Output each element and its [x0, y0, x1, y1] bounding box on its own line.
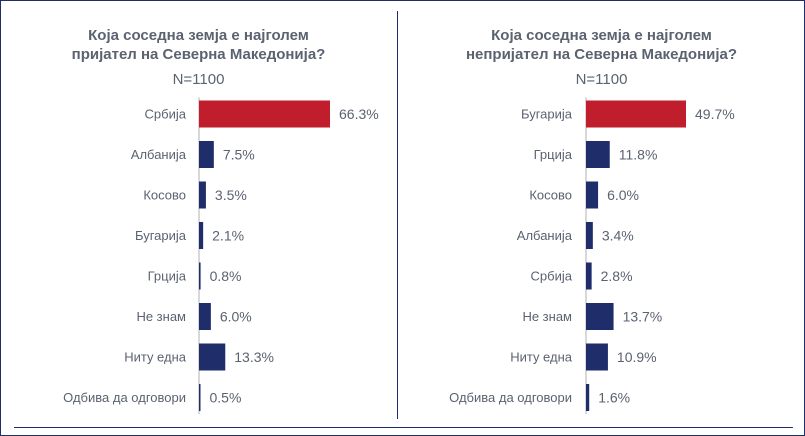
category-label: Србија	[531, 269, 573, 284]
friend-bar-chart: Србија 66.3% Албанија 7.5% Косово 3.5% Бугариј…	[63, 97, 379, 414]
value-label: 7.5%	[223, 147, 255, 163]
panel-divider	[397, 11, 398, 419]
value-label: 0.5%	[210, 390, 242, 406]
category-label: Ниту една	[510, 350, 573, 365]
bar	[199, 262, 201, 290]
category-label: Одбива да одговори	[63, 390, 186, 405]
category-label: Грција	[148, 269, 187, 284]
bar	[199, 343, 226, 371]
value-label: 11.8%	[619, 147, 658, 163]
value-label: 13.3%	[234, 349, 274, 365]
bar	[586, 262, 592, 290]
value-label: 0.8%	[210, 268, 242, 284]
bar	[199, 100, 330, 128]
category-label: Не знам	[522, 309, 572, 324]
value-label: 66.3%	[339, 106, 379, 122]
value-label: 13.7%	[623, 309, 663, 325]
chart-subtitle: N=1100	[172, 71, 225, 88]
category-label: Ниту една	[124, 350, 187, 365]
category-label: Косово	[143, 188, 186, 203]
category-label: Бугарија	[521, 107, 573, 122]
friend-chart-panel: Која соседна земја е најголем пријател н…	[0, 0, 397, 436]
value-label: 2.8%	[601, 268, 633, 284]
value-label: 1.6%	[598, 390, 630, 406]
bar	[199, 303, 211, 330]
value-label: 3.5%	[215, 187, 247, 203]
category-label: Бугарија	[135, 228, 187, 243]
chart-title: Која соседна земја е најголем пријател н…	[0, 26, 397, 64]
bar	[586, 222, 593, 249]
chart-title: Која соседна земја е најголем непријател…	[398, 26, 805, 64]
value-label: 6.0%	[607, 187, 639, 203]
bar	[199, 141, 214, 168]
category-label: Грција	[534, 147, 573, 162]
bar	[586, 303, 614, 330]
bar	[586, 343, 608, 371]
category-label: Одбива да одговори	[449, 390, 572, 405]
value-label: 6.0%	[220, 309, 252, 325]
category-label: Албанија	[131, 147, 187, 162]
bar	[199, 384, 201, 411]
chart-title-line-1: Која соседна земја е најголем	[491, 27, 712, 44]
bottom-rule	[14, 427, 793, 428]
chart-title-line-2: непријател на Северна Македонија?	[465, 46, 738, 63]
enemy-bar-chart: Бугарија 49.7% Грција 11.8% Косово 6.0% Албани…	[449, 97, 735, 414]
chart-title-line-1: Која соседна земја е најголем	[88, 27, 309, 44]
chart-subtitle: N=1100	[575, 71, 628, 88]
value-label: 10.9%	[617, 349, 657, 365]
chart-title-line-2: пријател на Северна Македонија?	[71, 46, 326, 63]
bar	[586, 100, 686, 128]
category-label: Не знам	[136, 309, 186, 324]
bar	[199, 181, 206, 209]
value-label: 49.7%	[695, 106, 735, 122]
category-label: Србија	[145, 107, 187, 122]
bar	[586, 181, 599, 209]
category-label: Албанија	[517, 228, 573, 243]
category-label: Косово	[529, 188, 572, 203]
enemy-chart-panel: Која соседна земја е најголем непријател…	[398, 0, 805, 436]
value-label: 3.4%	[602, 228, 634, 244]
bar	[586, 384, 590, 411]
bar	[586, 141, 610, 168]
value-label: 2.1%	[212, 228, 244, 244]
bar	[199, 222, 204, 249]
